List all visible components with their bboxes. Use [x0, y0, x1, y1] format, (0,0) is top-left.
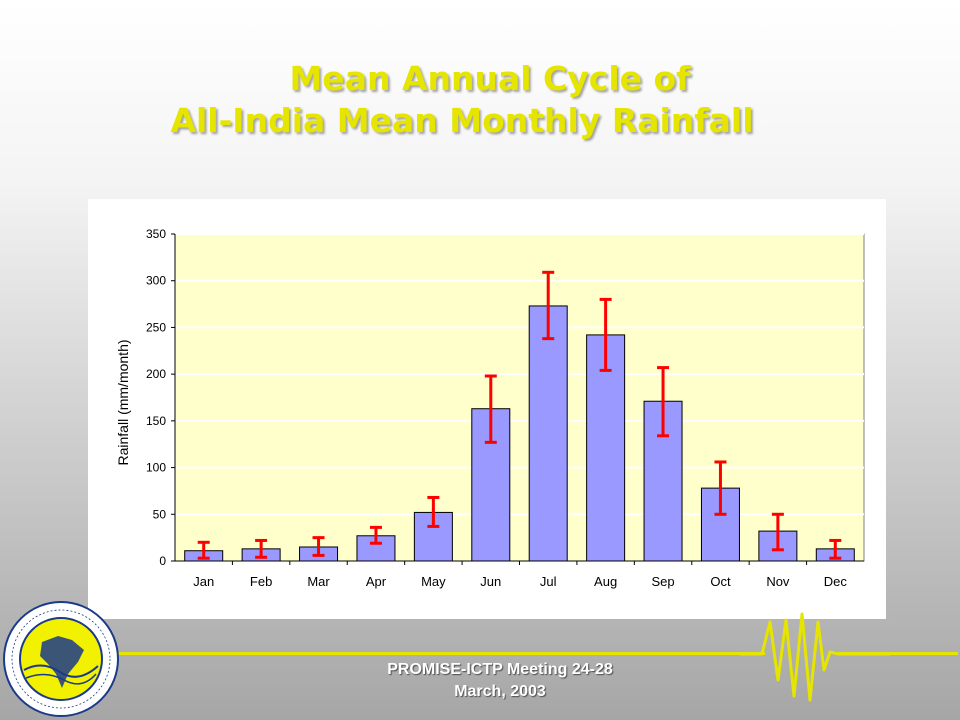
- x-tick-label: Dec: [824, 574, 848, 589]
- pulse-graphic: [740, 612, 890, 702]
- y-tick-label: 100: [146, 461, 166, 475]
- x-tick-label: Oct: [710, 574, 731, 589]
- x-tick-label: Aug: [594, 574, 617, 589]
- institute-seal-icon: [3, 601, 119, 717]
- gridlines: [171, 233, 864, 565]
- y-tick-label: 300: [146, 274, 166, 288]
- x-tick-label: Sep: [651, 574, 674, 589]
- x-tick-label: Feb: [250, 574, 272, 589]
- footer-text: PROMISE-ICTP Meeting 24-28 March, 2003: [330, 659, 670, 703]
- chart-panel: 0 50 100 150 200 250 300 350 Jan Feb Mar Apr May Jun…: [88, 199, 886, 619]
- y-tick-label: 0: [159, 554, 166, 568]
- y-tick-label: 350: [146, 227, 166, 241]
- bar: [586, 334, 626, 562]
- y-tick-label: 150: [146, 414, 166, 428]
- x-tick-label: Jul: [540, 574, 557, 589]
- footer-accent-line: [115, 652, 765, 655]
- x-tick-label: Apr: [366, 574, 387, 589]
- x-tick-label: Jan: [193, 574, 214, 589]
- x-tick-label: May: [421, 574, 446, 589]
- footer-line-1: PROMISE-ICTP Meeting 24-28: [387, 661, 613, 678]
- footer-accent-line-right: [838, 652, 958, 655]
- y-axis-label: Rainfall (mm/month): [115, 339, 131, 465]
- y-tick-label: 250: [146, 320, 166, 334]
- x-tick-label: Jun: [480, 574, 501, 589]
- title-line-2: All-India Mean Monthly Rainfall: [170, 101, 754, 140]
- rainfall-bar-chart: 0 50 100 150 200 250 300 350 Jan Feb Mar Apr May Jun…: [115, 227, 865, 589]
- bar: [528, 305, 568, 562]
- title-line-1: Mean Annual Cycle of: [289, 59, 691, 98]
- error-bars: [197, 270, 842, 560]
- y-tick-labels: 0 50 100 150 200 250 300 350: [146, 227, 166, 568]
- x-tick-label: Nov: [766, 574, 790, 589]
- bars: [184, 305, 855, 562]
- footer-line-2: March, 2003: [454, 683, 546, 700]
- x-tick-label: Mar: [307, 574, 330, 589]
- y-tick-label: 50: [153, 507, 167, 521]
- slide-title: Mean Annual Cycle of All-India Mean Mont…: [0, 58, 960, 142]
- y-tick-label: 200: [146, 367, 166, 381]
- plot-area: [174, 233, 865, 562]
- x-tick-labels: Jan Feb Mar Apr May Jun Jul Aug Sep Oct Nov Dec: [193, 574, 847, 589]
